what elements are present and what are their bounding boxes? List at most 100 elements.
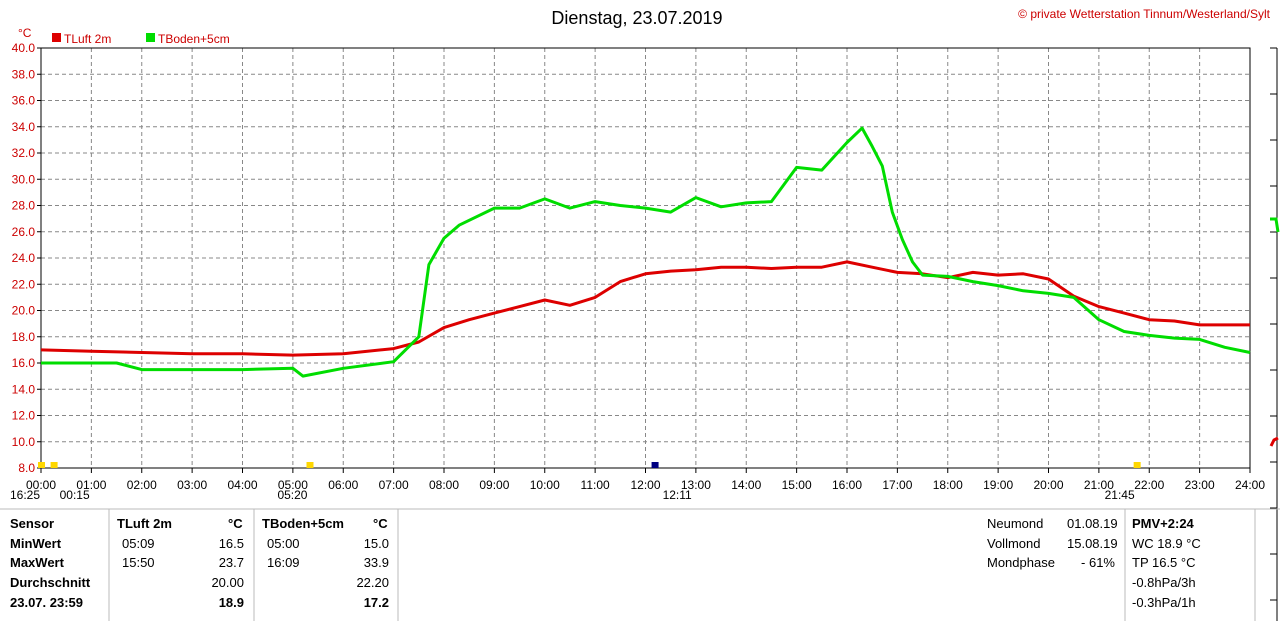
pmv-pressure-1h: -0.3hPa/1h	[1132, 595, 1196, 610]
col2-min-val: 15.0	[363, 536, 389, 551]
y-tick-label: 12.0	[12, 409, 36, 423]
right-strip-red-line	[1269, 436, 1279, 447]
col1-unit: °C	[228, 516, 243, 531]
x-tick-label: 14:00	[731, 478, 761, 492]
moon-full-date: 15.08.19	[1067, 536, 1118, 551]
col2-max-time: 16:09	[267, 555, 300, 570]
x-tick-label: 02:00	[127, 478, 157, 492]
x-tick-label: 06:00	[328, 478, 358, 492]
moon-new-date: 01.08.19	[1067, 516, 1118, 531]
x-tick-label: 22:00	[1134, 478, 1164, 492]
col1-min-val: 16.5	[218, 536, 244, 551]
pmv-title: PMV+2:24	[1132, 516, 1194, 531]
col1-min-time: 05:09	[122, 536, 155, 551]
col2-max-val: 33.9	[363, 555, 389, 570]
moon-phase-label: Mondphase	[987, 555, 1055, 570]
chart-title: Dienstag, 23.07.2019	[551, 8, 722, 28]
time-marker	[306, 462, 314, 468]
y-tick-label: 14.0	[12, 382, 36, 396]
x-tick-label: 08:00	[429, 478, 459, 492]
legend-label-tluft: TLuft 2m	[64, 32, 111, 46]
pmv-tp: TP 16.5 °C	[1132, 555, 1196, 570]
time-marker-label: 12:11	[663, 488, 692, 502]
pmv-pressure-3h: -0.8hPa/3h	[1132, 575, 1196, 590]
series-line-tboden	[41, 126, 1251, 378]
x-tick-label: 03:00	[177, 478, 207, 492]
y-tick-label: 30.0	[12, 172, 36, 186]
legend-swatch-tluft	[52, 33, 61, 42]
x-tick-label: 16:00	[832, 478, 862, 492]
legend-label-tboden: TBoden+5cm	[158, 32, 230, 46]
col2-current: 17.2	[363, 595, 389, 610]
y-axis-unit: °C	[18, 26, 32, 40]
y-tick-label: 10.0	[12, 435, 36, 449]
x-tick-label: 12:00	[630, 478, 660, 492]
time-marker	[50, 462, 58, 468]
x-tick-label: 18:00	[933, 478, 963, 492]
series-line-tluft	[40, 260, 1250, 357]
min-label: MinWert	[10, 536, 62, 551]
y-tick-label: 16.0	[12, 356, 36, 370]
bottom-table-lines	[0, 508, 1280, 621]
y-tick-label: 20.0	[12, 304, 36, 318]
series-lines	[40, 126, 1251, 378]
pmv-wc: WC 18.9 °C	[1132, 536, 1201, 551]
y-tick-label: 28.0	[12, 199, 36, 213]
x-tick-label: 13:00	[681, 478, 711, 492]
time-marker	[1133, 462, 1141, 468]
col2-unit: °C	[373, 516, 388, 531]
col1-max-val: 23.7	[218, 555, 244, 570]
x-tick-label: 05:00	[278, 478, 308, 492]
col2-min-time: 05:00	[267, 536, 300, 551]
time-marker-label: 21:45	[1105, 488, 1135, 502]
right-strip-green-line	[1270, 217, 1280, 233]
moon-full-label: Vollmond	[987, 536, 1041, 551]
legend-swatch-tboden	[146, 33, 155, 42]
x-tick-label: 09:00	[479, 478, 509, 492]
x-tick-label: 19:00	[983, 478, 1013, 492]
y-tick-label: 32.0	[12, 146, 36, 160]
copyright-text: © private Wetterstation Tinnum/Westerlan…	[1018, 7, 1271, 21]
y-tick-label: 26.0	[12, 225, 36, 239]
y-tick-label: 24.0	[12, 251, 36, 265]
y-tick-label: 40.0	[12, 41, 36, 55]
time-marker-label: 16:25	[10, 488, 40, 502]
y-tick-label: 18.0	[12, 330, 36, 344]
col2-name: TBoden+5cm	[262, 516, 344, 531]
x-tick-label: 24:00	[1235, 478, 1265, 492]
x-tick-label: 23:00	[1185, 478, 1215, 492]
col2-avg: 22.20	[356, 575, 389, 590]
time-marker	[651, 462, 659, 468]
grid	[41, 48, 1250, 468]
col1-name: TLuft 2m	[117, 516, 172, 531]
right-strip	[1269, 47, 1280, 621]
x-axis: 00:00 01:00 02:00 03:00 04:00 05:00 06:00 07:00…	[26, 468, 1265, 492]
x-tick-label: 10:00	[530, 478, 560, 492]
avg-label: Durchschnitt	[10, 575, 91, 590]
y-tick-label: 36.0	[12, 94, 36, 108]
x-tick-label: 04:00	[227, 478, 257, 492]
stats-panel: Sensor MinWert MaxWert Durchschnitt 23.0…	[0, 509, 1280, 621]
x-tick-label: 00:00	[26, 478, 56, 492]
x-tick-label: 21:00	[1084, 478, 1114, 492]
legend: TLuft 2m TBoden+5cm	[52, 32, 230, 46]
x-tick-label: 07:00	[379, 478, 409, 492]
time-marker	[38, 462, 45, 468]
y-tick-label: 38.0	[12, 67, 36, 81]
x-tick-label: 17:00	[882, 478, 912, 492]
y-tick-label: 22.0	[12, 277, 36, 291]
x-tick-label: 01:00	[76, 478, 106, 492]
col1-max-time: 15:50	[122, 555, 155, 570]
col1-current: 18.9	[218, 595, 244, 610]
col1-avg: 20.00	[211, 575, 244, 590]
moon-phase-val: - 61%	[1081, 555, 1115, 570]
time-marker-label: 05:20	[277, 488, 307, 502]
current-label: 23.07. 23:59	[10, 595, 84, 610]
x-tick-label: 20:00	[1033, 478, 1063, 492]
y-axis: 8.0 10.0 12.0 14.0 16.0 18.0 20.0 22.0 24.0 26.0 2…	[12, 41, 41, 475]
y-tick-label: 34.0	[12, 120, 36, 134]
x-tick-label: 15:00	[782, 478, 812, 492]
time-markers: 16:25 00:15 05:20 12:11 21:45	[10, 462, 1141, 502]
sensor-label: Sensor	[10, 516, 55, 531]
